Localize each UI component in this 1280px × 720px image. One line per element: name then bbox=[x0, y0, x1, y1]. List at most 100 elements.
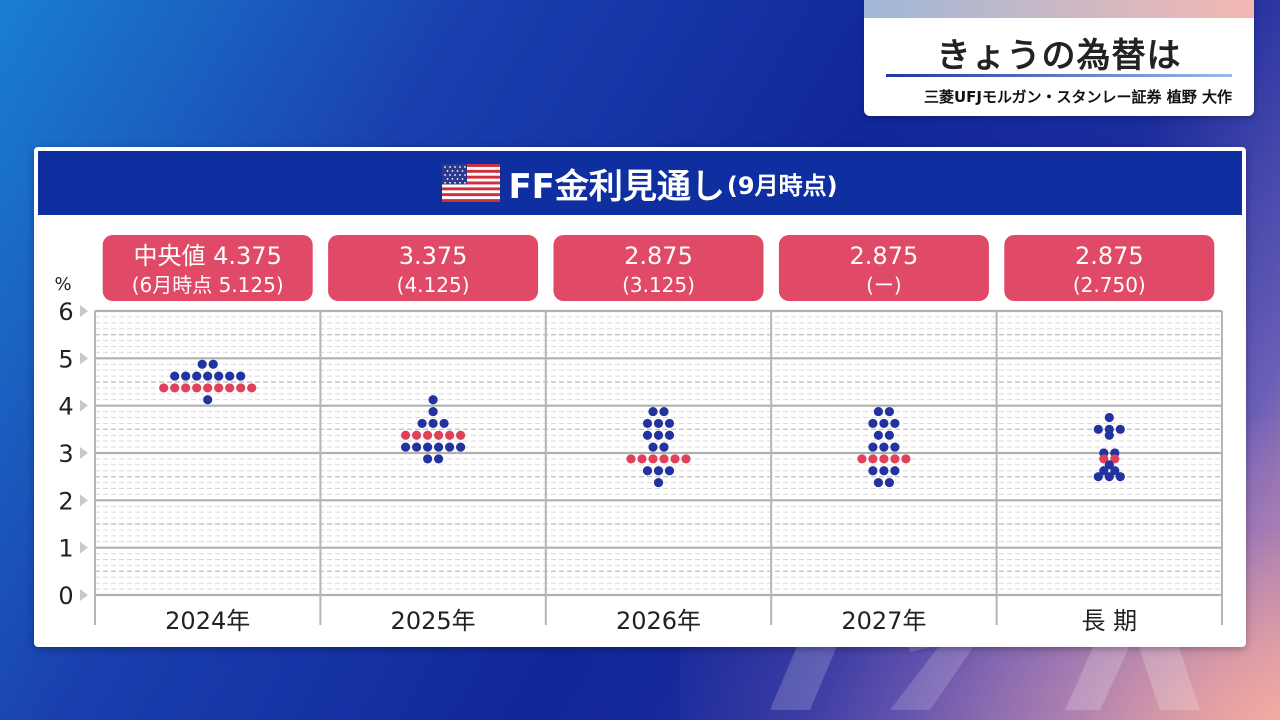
panel-title-sub: (9月時点) bbox=[726, 171, 838, 200]
projection-dot bbox=[197, 359, 207, 369]
projection-dot bbox=[626, 454, 636, 464]
projection-dot bbox=[401, 430, 411, 440]
median-value-label: 2.875 bbox=[1075, 242, 1144, 270]
projection-dot bbox=[637, 454, 647, 464]
projection-dot bbox=[203, 395, 213, 405]
projection-dot bbox=[884, 430, 895, 440]
prior-median-label: (ー) bbox=[866, 273, 902, 297]
projection-dot bbox=[664, 430, 675, 440]
projection-dot bbox=[868, 418, 878, 429]
projection-dot bbox=[170, 371, 180, 381]
median-value-label: 2.875 bbox=[850, 242, 919, 270]
projection-dot bbox=[439, 418, 449, 429]
projection-dot bbox=[890, 442, 900, 452]
prior-median-label: (6月時点 5.125) bbox=[132, 273, 284, 297]
projection-dot bbox=[434, 430, 444, 440]
median-value-label: 2.875 bbox=[624, 242, 693, 270]
projection-dot bbox=[879, 466, 889, 476]
projection-dot bbox=[648, 454, 658, 464]
projection-dot bbox=[203, 371, 213, 381]
projection-dot bbox=[412, 442, 422, 452]
projection-dot bbox=[868, 442, 878, 452]
projection-dot bbox=[642, 418, 653, 429]
projection-dot bbox=[659, 442, 669, 452]
projection-dot bbox=[192, 371, 202, 381]
x-category-label: 2027年 bbox=[841, 607, 926, 635]
y-tick-arrow-icon bbox=[80, 399, 88, 412]
projection-dot bbox=[456, 430, 466, 440]
projection-dot bbox=[247, 383, 257, 393]
projection-dot bbox=[1099, 466, 1109, 476]
projection-dot bbox=[670, 454, 680, 464]
projection-dot bbox=[879, 418, 889, 429]
chart-panel: FF金利見通し (9月時点) bbox=[34, 147, 1246, 647]
y-axis-unit-label: % bbox=[54, 274, 71, 295]
projection-dot bbox=[873, 477, 884, 488]
y-tick-label: 2 bbox=[58, 487, 73, 515]
caption-top-bar bbox=[864, 0, 1254, 18]
projection-dot bbox=[225, 371, 235, 381]
projection-dot bbox=[203, 383, 213, 393]
y-tick-arrow-icon bbox=[80, 447, 88, 459]
panel-header: FF金利見通し (9月時点) bbox=[38, 151, 1242, 215]
projection-dot bbox=[445, 430, 455, 440]
projection-dot bbox=[884, 406, 895, 417]
projection-dot bbox=[642, 466, 653, 476]
projection-dot bbox=[181, 383, 191, 393]
y-tick-label: 4 bbox=[58, 393, 73, 421]
projection-dot bbox=[1104, 460, 1114, 470]
projection-dot bbox=[434, 454, 444, 464]
y-tick-label: 6 bbox=[58, 298, 73, 326]
prior-median-label: (4.125) bbox=[397, 273, 470, 297]
projection-dot bbox=[681, 454, 691, 464]
us-flag-icon bbox=[442, 164, 501, 202]
projection-dot bbox=[434, 442, 444, 452]
x-category-label: 2026年 bbox=[616, 607, 701, 635]
median-box bbox=[102, 235, 313, 301]
y-tick-label: 3 bbox=[58, 440, 73, 468]
projection-dot bbox=[225, 383, 235, 393]
projection-dot bbox=[653, 477, 664, 488]
prior-median-label: (3.125) bbox=[622, 273, 695, 297]
projection-dot bbox=[214, 383, 224, 393]
projection-dot bbox=[659, 454, 669, 464]
x-category-label: 長 期 bbox=[1081, 607, 1137, 635]
projection-dot bbox=[428, 395, 438, 405]
y-tick-arrow-icon bbox=[80, 352, 88, 365]
y-tick-arrow-icon bbox=[80, 541, 88, 554]
projection-dot bbox=[170, 383, 180, 393]
projection-dot bbox=[890, 418, 900, 429]
projection-dot bbox=[412, 430, 422, 440]
projection-dot bbox=[664, 418, 675, 429]
projection-dot bbox=[214, 371, 224, 381]
projection-dot bbox=[664, 466, 675, 476]
projection-dot bbox=[1110, 454, 1120, 464]
x-category-label: 2025年 bbox=[391, 607, 476, 635]
projection-dot bbox=[653, 418, 664, 429]
projection-dot bbox=[857, 454, 867, 464]
projection-dot bbox=[423, 442, 433, 452]
y-tick-arrow-icon bbox=[80, 589, 88, 601]
median-box bbox=[553, 235, 764, 301]
x-category-label: 2024年 bbox=[165, 607, 250, 635]
caption-subtitle: 三菱UFJモルガン・スタンレー証券 植野 大作 bbox=[923, 88, 1232, 106]
projection-dot bbox=[901, 454, 911, 464]
median-box bbox=[778, 235, 989, 301]
projection-dot bbox=[653, 430, 664, 440]
projection-dot bbox=[868, 454, 878, 464]
y-tick-arrow-icon bbox=[80, 494, 88, 507]
projection-dot bbox=[236, 371, 246, 381]
projection-dot bbox=[879, 454, 889, 464]
projection-dot bbox=[648, 442, 658, 452]
projection-dot bbox=[401, 442, 411, 452]
projection-dot bbox=[873, 406, 884, 417]
projection-dot bbox=[1104, 430, 1114, 440]
projection-dot bbox=[159, 383, 169, 393]
projection-dot bbox=[1093, 472, 1103, 482]
projection-dot bbox=[236, 383, 246, 393]
projection-dot bbox=[1110, 466, 1120, 476]
projection-dot bbox=[1115, 424, 1125, 434]
projection-dot bbox=[1104, 412, 1114, 423]
projection-dot bbox=[890, 454, 900, 464]
projection-dot bbox=[873, 430, 884, 440]
